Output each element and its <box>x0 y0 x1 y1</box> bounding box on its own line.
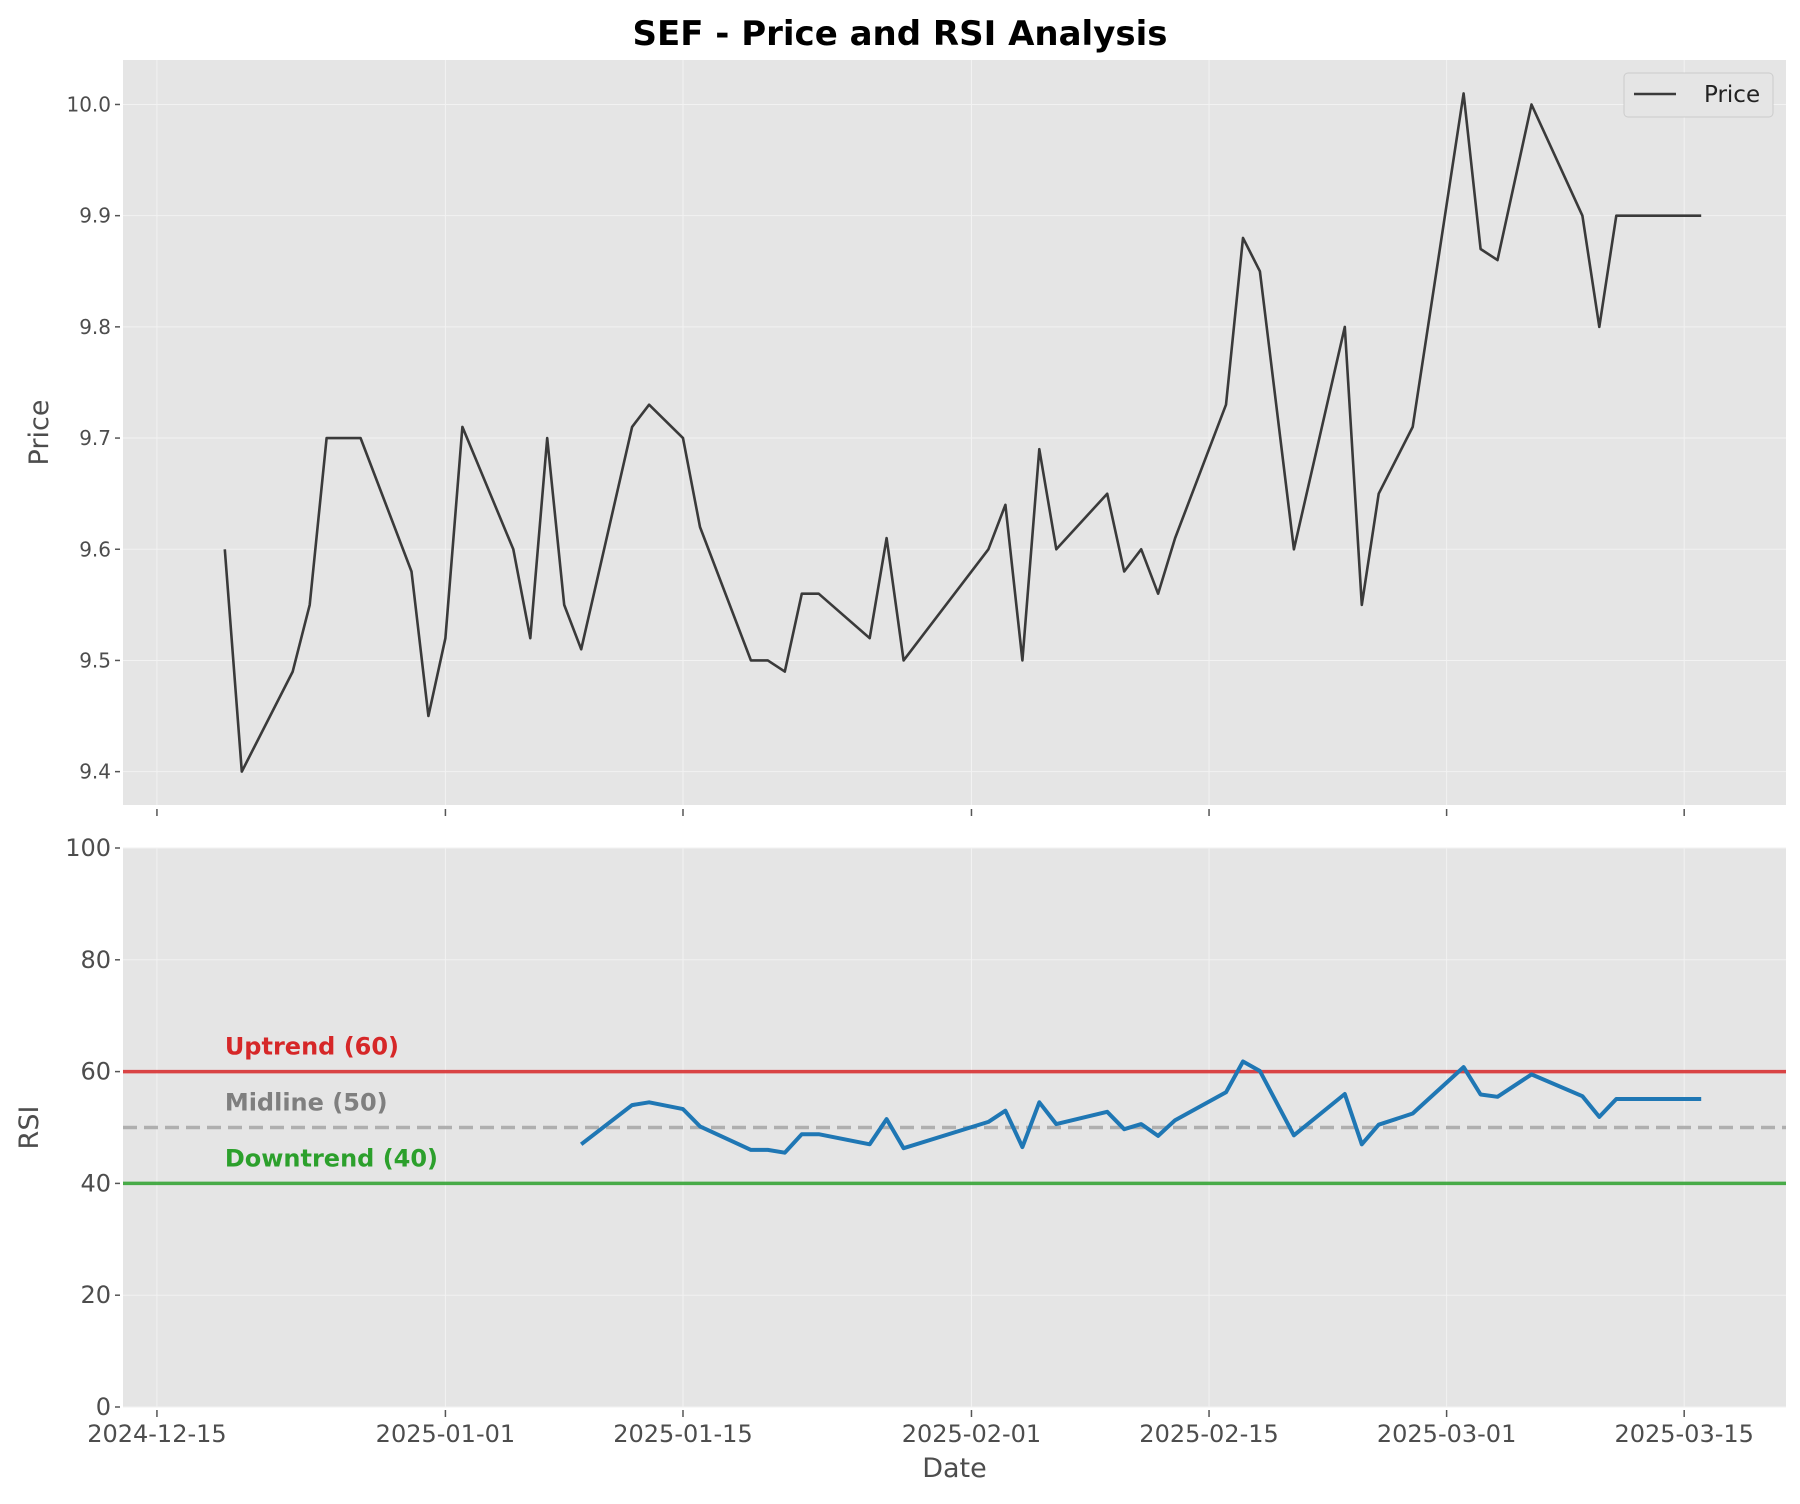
price-panel: 9.4 9.5 9.6 9.7 9.8 9.9 10.0 Price Price <box>24 60 1786 816</box>
rsi-y-tick-label: 100 <box>65 834 111 862</box>
downtrend-label: Downtrend (40) <box>225 1144 438 1172</box>
rsi-y-tick-label: 20 <box>80 1281 111 1309</box>
rsi-y-tick-label: 0 <box>96 1393 111 1421</box>
price-y-axis-label: Price <box>24 400 55 466</box>
rsi-x-tick-label: 2025-02-01 <box>902 1420 1041 1448</box>
price-y-tick-label: 9.6 <box>79 537 111 561</box>
price-y-tick-label: 9.5 <box>79 648 111 672</box>
rsi-y-axis-label: RSI <box>14 1106 45 1150</box>
price-y-tick-label: 9.4 <box>79 760 111 784</box>
price-y-tick-label: 9.9 <box>79 204 111 228</box>
rsi-x-tick-label: 2025-01-01 <box>376 1420 515 1448</box>
chart-title: SEF - Price and RSI Analysis <box>632 14 1168 54</box>
midline-label: Midline (50) <box>225 1089 388 1117</box>
price-y-tick-label: 9.7 <box>79 426 111 450</box>
rsi-x-tick-label: 2025-03-15 <box>1614 1420 1753 1448</box>
rsi-y-tick-label: 60 <box>80 1058 111 1086</box>
price-legend: Price <box>1623 72 1774 118</box>
rsi-x-tick-label: 2024-12-15 <box>87 1420 226 1448</box>
price-series-line <box>223 92 1702 773</box>
uptrend-label: Uptrend (60) <box>225 1033 399 1061</box>
price-y-tick-label: 9.8 <box>79 315 111 339</box>
legend-box <box>1623 72 1774 118</box>
rsi-x-tick-label: 2025-01-15 <box>613 1420 752 1448</box>
rsi-series-line <box>579 1059 1702 1155</box>
rsi-x-tick-label: 2025-03-01 <box>1377 1420 1516 1448</box>
rsi-panel: 2024-12-15 2025-01-01 2025-01-15 2025-02-01… <box>14 834 1786 1484</box>
price-y-tick-label: 10.0 <box>66 92 111 116</box>
rsi-y-tick-label: 80 <box>80 946 111 974</box>
rsi-y-tick-label: 40 <box>80 1169 111 1197</box>
rsi-x-tick-label: 2025-02-15 <box>1139 1420 1278 1448</box>
price-plot-area <box>123 60 1786 805</box>
x-axis-label: Date <box>922 1453 987 1484</box>
legend-price-label: Price <box>1704 82 1760 108</box>
